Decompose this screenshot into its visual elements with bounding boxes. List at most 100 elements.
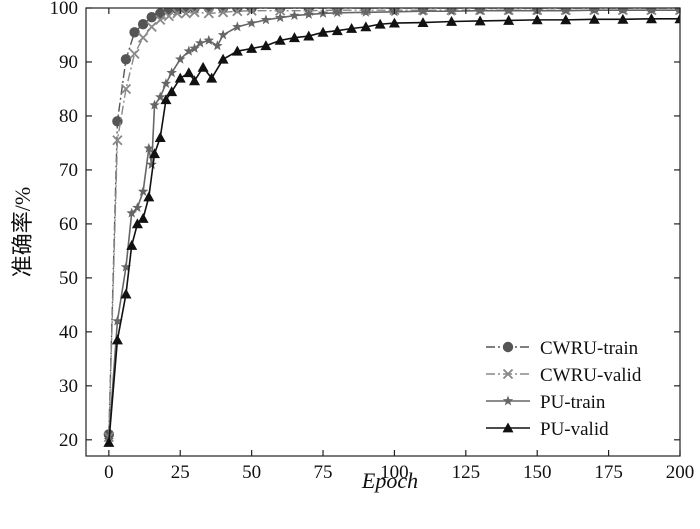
series-point-2 (417, 8, 429, 16)
series-point-2 (560, 8, 571, 16)
series-point-1 (112, 135, 123, 146)
y-axis-title: 准确率/% (10, 187, 35, 277)
legend-label: CWRU-valid (540, 365, 642, 386)
series-point-3 (174, 72, 186, 83)
series-point-2 (189, 42, 200, 53)
series-point-3 (274, 34, 286, 45)
series-point-3 (126, 239, 138, 250)
series-point-2 (195, 37, 206, 48)
series-point-3 (111, 334, 123, 345)
series-point-2 (646, 8, 657, 15)
series-point-3 (154, 132, 166, 142)
series-point-3 (206, 72, 218, 83)
series-point-1 (217, 8, 229, 18)
y-tick-label: 90 (59, 52, 78, 73)
series-point-3 (260, 40, 272, 51)
series-point-2 (274, 12, 286, 23)
series-point-2 (232, 21, 243, 32)
series-point-2 (155, 91, 166, 102)
series-point-0 (120, 54, 132, 65)
series-point-2 (332, 8, 343, 18)
series-point-3 (303, 30, 315, 41)
series-point-2 (126, 207, 137, 218)
series-point-3 (503, 14, 515, 25)
series-point-3 (103, 437, 115, 447)
series-point-2 (160, 78, 172, 89)
series-point-2 (212, 40, 223, 51)
legend-swatch-marker (502, 368, 514, 380)
series-point-2 (674, 8, 680, 15)
series-point-3 (246, 42, 258, 53)
series-point-1 (137, 32, 149, 43)
series-point-3 (149, 148, 161, 159)
series-point-3 (331, 25, 343, 36)
series-point-3 (143, 191, 155, 202)
series-point-3 (417, 17, 429, 27)
series-point-2 (132, 202, 143, 213)
series-point-2 (183, 45, 195, 56)
series-point-3 (474, 15, 486, 26)
series-point-3 (131, 218, 143, 229)
series-point-3 (588, 13, 600, 24)
series-layer (103, 8, 680, 447)
series-point-3 (120, 288, 132, 299)
legend-swatch-marker (502, 341, 514, 353)
series-point-2 (303, 8, 314, 19)
series-point-2 (474, 8, 486, 16)
x-tick-label: 25 (171, 462, 190, 483)
series-point-3 (674, 13, 680, 24)
series-point-3 (531, 14, 543, 25)
series-point-3 (183, 67, 195, 78)
series-point-3 (560, 14, 572, 25)
series-point-3 (374, 18, 386, 29)
series-point-3 (189, 75, 201, 86)
series-point-2 (149, 99, 160, 110)
y-tick-label: 70 (59, 160, 78, 181)
series-point-0 (180, 8, 192, 14)
x-tick-label: 175 (594, 462, 623, 483)
series-point-3 (645, 13, 657, 24)
series-point-3 (197, 61, 209, 72)
series-point-3 (288, 32, 300, 43)
series-point-0 (137, 18, 149, 30)
x-tick-label: 50 (242, 462, 261, 483)
series-point-2 (203, 34, 215, 45)
series-point-2 (617, 8, 629, 15)
series-point-0 (129, 27, 140, 38)
series-point-1 (163, 10, 174, 22)
series-point-2 (146, 159, 157, 169)
series-point-2 (446, 8, 457, 16)
series-point-3 (231, 45, 243, 56)
y-tick-label: 40 (59, 322, 78, 343)
series-point-2 (503, 8, 514, 16)
axes-layer: 0 25 50 75 100 125 150 175 200 20 30 40 50 60 70 80 90 10… (50, 0, 695, 483)
legend-label: CWRU-train (540, 338, 639, 359)
x-tick-label: 200 (666, 462, 695, 483)
legend-label: PU-train (540, 392, 606, 413)
series-point-1 (674, 8, 680, 16)
series-point-3 (346, 23, 358, 33)
series-point-3 (360, 21, 372, 32)
series-point-1 (120, 83, 132, 95)
legend-label: PU-valid (540, 419, 609, 440)
series-point-2 (112, 315, 123, 326)
legend-swatch-marker (502, 395, 514, 406)
series-point-3 (137, 213, 149, 223)
y-tick-label: 20 (59, 430, 78, 451)
series-point-2 (166, 67, 177, 78)
series-point-3 (388, 17, 400, 28)
legend: CWRU-train CWRU-valid PU-train PU-valid (486, 338, 642, 440)
series-point-3 (217, 53, 229, 64)
y-tick-label: 30 (59, 376, 78, 397)
x-tick-label: 125 (452, 462, 481, 483)
series-point-1 (203, 8, 214, 19)
series-point-2 (246, 17, 257, 28)
series-point-0 (146, 11, 157, 23)
x-tick-label: 150 (523, 462, 552, 483)
series-point-2 (289, 10, 300, 21)
series-point-2 (143, 142, 155, 153)
plot-frame (85, 7, 681, 457)
y-tick-label: 100 (50, 0, 79, 19)
series-point-3 (617, 13, 629, 24)
